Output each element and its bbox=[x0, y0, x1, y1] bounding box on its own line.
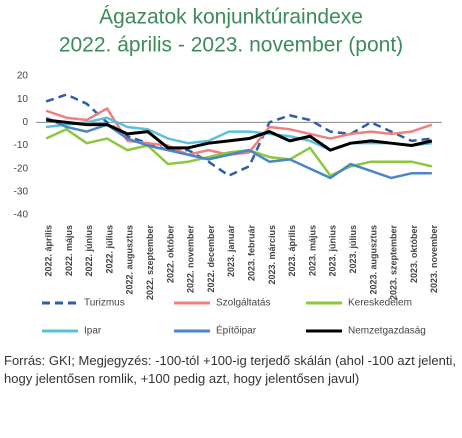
x-tick-label: 2022. november bbox=[186, 225, 196, 294]
x-tick-label: 2022. június bbox=[84, 225, 94, 277]
footnote: Forrás: GKI; Megjegyzés: -100-tól +100-i… bbox=[4, 353, 456, 386]
x-tick-label: 2023. július bbox=[348, 225, 358, 274]
legend-label: Turizmus bbox=[84, 298, 125, 309]
y-tick-label: -40 bbox=[14, 210, 29, 221]
x-tick-label: 2023. március bbox=[267, 225, 277, 285]
x-tick-label: 2022. május bbox=[64, 225, 74, 276]
x-tick-label: 2023. április bbox=[287, 225, 297, 277]
series-line bbox=[45, 118, 433, 152]
legend-label: Építőipar bbox=[216, 324, 257, 337]
x-tick-label: 2023. május bbox=[307, 225, 317, 276]
y-tick-label: -20 bbox=[14, 163, 29, 174]
x-tick-label: 2022. október bbox=[165, 225, 175, 284]
x-tick-label: 2022. július bbox=[104, 225, 114, 274]
x-tick-label: 2023. június bbox=[328, 225, 338, 277]
y-tick-label: 10 bbox=[17, 94, 29, 105]
chart: Ágazatok konjunktúraindexe 2022. április… bbox=[14, 6, 442, 337]
y-tick-label: 20 bbox=[17, 71, 29, 82]
x-tick-label: 2022. augusztus bbox=[125, 225, 135, 295]
y-tick-label: -30 bbox=[14, 186, 29, 197]
x-tick-label: 2023. november bbox=[429, 225, 439, 294]
x-tick-label: 2023. augusztus bbox=[368, 225, 378, 295]
series-line bbox=[45, 116, 432, 180]
legend-label: Nemzetgazdaság bbox=[348, 326, 426, 337]
legend-label: Szolgáltatás bbox=[216, 298, 270, 309]
x-tick-label: 2023. január bbox=[226, 225, 236, 278]
x-tick-label: 2023. február bbox=[247, 225, 257, 282]
y-tick-label: -10 bbox=[14, 140, 29, 151]
legend-label: Ipar bbox=[84, 326, 102, 337]
x-tick-label: 2023. október bbox=[409, 225, 419, 284]
x-tick-label: 2022. április bbox=[44, 225, 54, 277]
legend-label: Kereskedelem bbox=[348, 298, 412, 309]
chart-subtitle: 2022. április - 2023. november (pont) bbox=[59, 34, 403, 57]
y-tick-label: 0 bbox=[22, 117, 28, 128]
x-tick-label: 2023. szeptember bbox=[389, 225, 399, 301]
x-tick-label: 2022. december bbox=[206, 225, 216, 293]
x-tick-label: 2022. szeptember bbox=[145, 225, 155, 301]
series-line bbox=[46, 116, 432, 152]
series-line bbox=[45, 93, 432, 177]
chart-title: Ágazatok konjunktúraindexe bbox=[99, 6, 363, 29]
